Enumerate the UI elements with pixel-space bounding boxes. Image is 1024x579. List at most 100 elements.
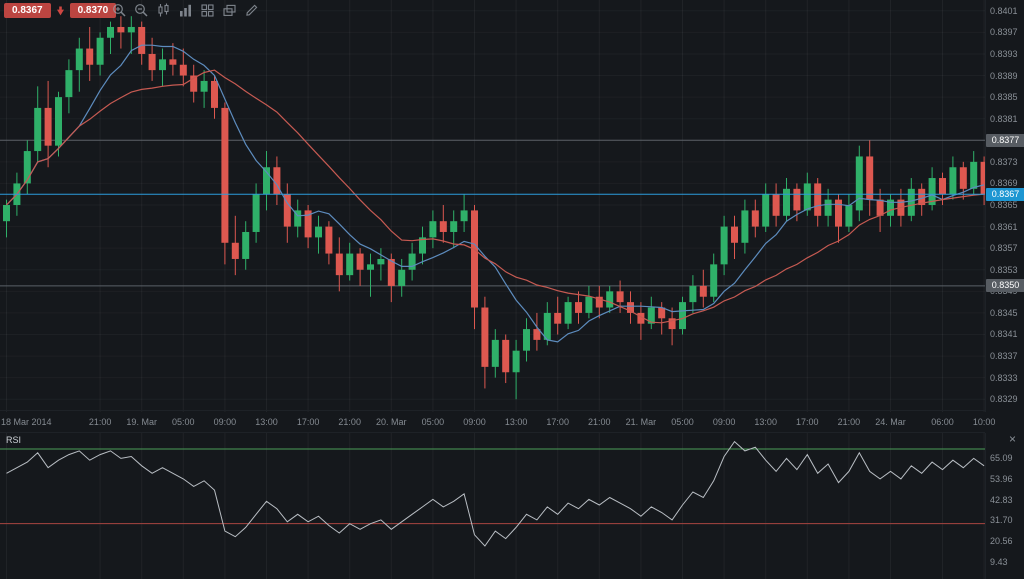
candle — [75, 37, 83, 92]
buy-button[interactable]: 0.8370 — [69, 3, 117, 18]
time-label: 05:00 — [172, 417, 195, 427]
candle — [283, 183, 291, 243]
rsi-tick-label: 20.56 — [990, 536, 1013, 547]
price-tick-label: 0.8369 — [990, 178, 1018, 189]
candle — [575, 291, 582, 324]
candle — [783, 178, 790, 222]
quick-trade-panel: 0.8367 0.8370 — [4, 3, 117, 18]
candle — [835, 194, 842, 243]
layers-button[interactable] — [220, 2, 238, 19]
candle — [439, 205, 447, 243]
candle — [679, 296, 686, 335]
candle — [44, 80, 52, 168]
price-tick-label: 0.8401 — [990, 5, 1018, 16]
candle — [346, 242, 354, 281]
time-label: 06:00 — [931, 417, 954, 427]
candle — [117, 16, 125, 49]
bar-chart-button[interactable] — [176, 2, 194, 19]
candle — [751, 199, 759, 238]
time-label: 21:00 — [837, 417, 861, 427]
candle — [190, 64, 198, 103]
time-label: 13:00 — [255, 417, 278, 427]
candle — [96, 32, 104, 76]
candle — [772, 183, 780, 227]
candle — [419, 226, 426, 265]
candle — [668, 307, 676, 346]
candle — [450, 210, 458, 249]
candle — [460, 194, 468, 232]
candle — [221, 102, 229, 265]
price-axis[interactable]: 0.8401 0.8397 0.8393 0.8389 0.8385 0.8381 0.83… — [985, 0, 1024, 412]
rsi-axis[interactable]: 65.09 53.96 42.83 31.70 20.56 9.43 — [985, 433, 1024, 579]
sell-button[interactable]: 0.8367 — [4, 3, 51, 18]
draw-pencil-icon — [245, 4, 257, 16]
candle — [356, 248, 364, 286]
candle — [304, 205, 312, 249]
time-axis[interactable]: 18 Mar 2014 21:00 19. Mar 05:00 09:00 13:00 17… — [0, 411, 1024, 433]
time-label: 05:00 — [671, 417, 694, 427]
candle — [252, 183, 260, 243]
time-label: 13:00 — [504, 417, 528, 427]
candle — [408, 242, 416, 281]
candle — [699, 269, 707, 308]
candle — [263, 151, 270, 211]
chart-timeaxis-separator — [0, 410, 985, 411]
candle — [845, 194, 853, 232]
candle — [616, 280, 624, 313]
candle — [564, 296, 572, 330]
price-tick-label: 0.8341 — [990, 329, 1018, 340]
rsi-tick-label: 65.09 — [990, 453, 1013, 464]
main-price-chart[interactable] — [0, 0, 985, 412]
price-tick-label: 0.8393 — [990, 48, 1018, 59]
candle — [398, 258, 406, 297]
price-direction-down-icon — [56, 6, 65, 16]
level-price-badge: 0.8377 — [986, 133, 1024, 147]
candle — [595, 285, 603, 319]
grid-view-button[interactable] — [198, 2, 216, 19]
time-label: 21:00 — [588, 417, 611, 427]
candle — [637, 302, 645, 340]
candle — [876, 188, 884, 232]
candle — [273, 156, 281, 206]
candle — [169, 43, 177, 76]
rsi-tick-label: 42.83 — [990, 494, 1013, 505]
bar-chart-icon — [179, 4, 191, 17]
candle — [949, 156, 957, 200]
rsi-tick-label: 9.43 — [990, 557, 1008, 568]
candlestick-chart-button[interactable] — [154, 2, 172, 19]
rsi-close-button[interactable]: × — [1006, 432, 1019, 446]
price-tick-label: 0.8373 — [990, 156, 1018, 167]
candle — [200, 70, 208, 108]
time-label: 20. Mar — [376, 417, 407, 427]
candles-group — [3, 16, 985, 400]
price-tick-label: 0.8357 — [990, 243, 1018, 254]
time-label: 09:00 — [712, 417, 736, 427]
candle — [523, 318, 530, 362]
draw-button[interactable] — [242, 2, 260, 19]
candle — [554, 296, 562, 335]
candle — [647, 296, 655, 330]
candle — [928, 167, 936, 211]
grid-view-icon — [200, 4, 214, 17]
layers-icon — [222, 4, 236, 16]
zoom-out-button[interactable] — [132, 2, 150, 19]
chart-toolbar — [110, 2, 260, 19]
candlestick-chart-icon — [157, 3, 169, 17]
time-label: 17:00 — [546, 417, 569, 427]
candle — [127, 16, 135, 54]
candle — [159, 48, 166, 87]
time-label: 13:00 — [754, 417, 777, 427]
price-tick-label: 0.8333 — [990, 372, 1018, 383]
zoom-in-icon — [112, 4, 126, 17]
rsi-indicator-label: RSI — [6, 435, 22, 445]
candle — [55, 91, 62, 157]
zoom-in-button[interactable] — [110, 2, 128, 19]
time-label: 21. Mar — [625, 417, 657, 427]
candle — [491, 329, 499, 378]
price-tick-label: 0.8345 — [990, 307, 1018, 318]
time-label: 05:00 — [421, 417, 445, 427]
candle — [627, 291, 634, 324]
rsi-indicator-chart[interactable] — [0, 433, 985, 579]
candle — [3, 199, 10, 238]
